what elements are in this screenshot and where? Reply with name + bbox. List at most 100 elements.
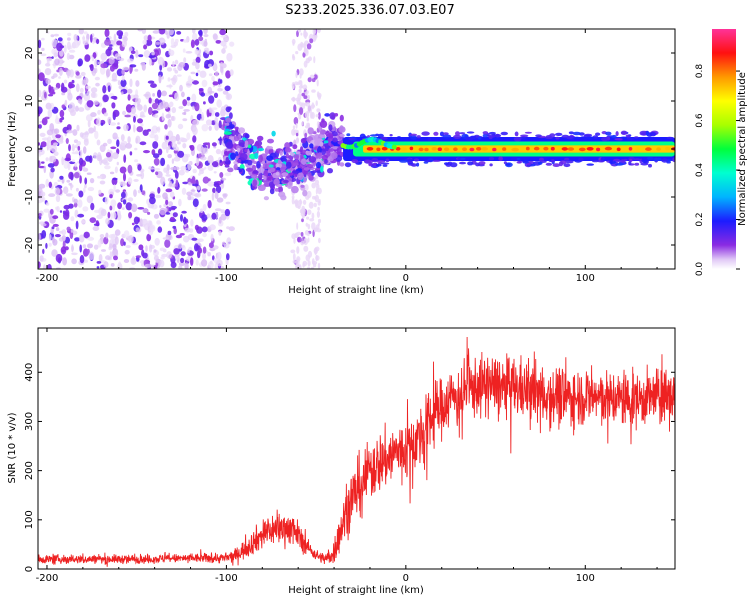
spectrogram-noise-mark — [41, 47, 45, 52]
spectrogram-noise-mark — [73, 34, 78, 42]
ridge-peak-mark — [596, 147, 601, 152]
spectrogram-transition-mark — [317, 152, 323, 160]
spectrogram-noise-mark — [75, 83, 80, 93]
spectrogram-noise-mark — [171, 158, 175, 164]
spectrogram-noise-mark — [83, 259, 89, 263]
spectrogram-noise-mark — [147, 128, 151, 132]
spectrogram-noise-mark — [220, 79, 223, 84]
spectrogram-noise-mark — [55, 195, 61, 203]
spectrogram-noise-mark — [208, 73, 213, 77]
spectrogram-noise-mark — [66, 226, 71, 232]
spectrogram-noise-mark — [75, 74, 82, 79]
spectrogram-noise-mark — [141, 29, 147, 34]
spectrogram-noise-mark — [201, 124, 209, 132]
spectrogram-noise-mark — [75, 105, 79, 112]
ridge-edge-mark — [478, 161, 486, 165]
ridge-edge-mark — [469, 135, 477, 139]
spectrogram-stripe-mark — [315, 255, 320, 261]
spectrogram-noise-mark — [52, 238, 58, 246]
spectrogram-noise-mark — [61, 235, 67, 242]
ridge-edge-mark — [564, 157, 570, 161]
spectrogram-noise-mark — [198, 173, 201, 176]
spectrogram-stripe-mark — [292, 54, 295, 59]
snr-ytick-label: 100 — [24, 510, 35, 529]
spectrogram-stripe-mark — [316, 228, 322, 233]
spectrogram-noise-mark — [152, 110, 159, 114]
ridge-edge-mark — [549, 133, 556, 138]
spectrogram-noise-mark — [114, 229, 121, 236]
spectrogram-noise-mark — [147, 80, 155, 84]
spectrogram-transition-mark — [227, 167, 234, 173]
spectrogram-noise-mark — [139, 141, 147, 146]
spectrogram-transition-mark — [324, 159, 328, 164]
spectrogram-noise-mark — [71, 252, 78, 256]
ridge-peak-mark — [550, 146, 555, 151]
spectrogram-noise-mark — [221, 241, 226, 246]
spectrogram-noise-mark — [88, 155, 93, 164]
spectrogram-noise-mark — [208, 125, 212, 131]
spectrogram-noise-mark — [228, 226, 235, 232]
snr-ylabel: SNR (10 * v/v) — [7, 412, 18, 483]
spectrogram-noise-mark — [105, 255, 111, 260]
spectrogram-noise-mark — [219, 172, 224, 178]
spectrogram-transition-mark — [263, 196, 269, 201]
spectrogram-noise-mark — [176, 31, 182, 35]
ridge-edge-mark — [646, 156, 654, 161]
spectrogram-stripe-mark — [295, 97, 301, 102]
spectrogram-stripe-mark — [292, 86, 295, 90]
spectrogram-noise-mark — [148, 167, 155, 170]
snr-background — [38, 328, 675, 569]
spectrogram-noise-mark — [55, 227, 60, 232]
spectrogram-noise-mark — [78, 190, 84, 198]
ridge-peak-mark — [366, 147, 374, 151]
spectrogram-noise-mark — [47, 109, 52, 117]
spectrogram-noise-mark — [58, 76, 61, 79]
spectrogram-noise-mark — [157, 126, 161, 133]
spectrogram-noise-mark — [45, 78, 51, 85]
spectrogram-noise-mark — [77, 98, 82, 104]
ridge-edge-mark — [543, 157, 548, 162]
ridge-edge-mark — [411, 163, 417, 167]
spectrogram-noise-mark — [157, 56, 164, 66]
spectrogram-stripe-mark — [306, 116, 309, 122]
spectrogram-transition-mark — [238, 168, 242, 173]
spectrogram-noise-mark — [174, 38, 179, 44]
spectrogram-transition-mark — [319, 120, 328, 128]
spectrogram-noise-mark — [83, 31, 88, 35]
spectrogram-noise-mark — [81, 79, 87, 86]
snr-xtick-label: -100 — [215, 573, 238, 584]
spectrogram-transition-mark — [244, 133, 250, 139]
spectrogram-noise-mark — [70, 109, 76, 117]
spectrogram-transition-mark — [300, 153, 304, 160]
spectrogram-stripe-mark — [293, 233, 299, 238]
spectrogram-noise-mark — [137, 29, 143, 32]
spectrogram-stripe-mark — [304, 111, 310, 118]
spectrogram-noise-mark — [157, 186, 161, 194]
snr-ytick-label: 0 — [24, 566, 35, 572]
spectrogram-noise-mark — [123, 172, 126, 182]
spectrogram-stripe-mark — [305, 194, 310, 200]
spectrogram-noise-mark — [226, 253, 230, 261]
spectrogram-noise-mark — [94, 130, 99, 140]
spectrogram-noise-mark — [158, 74, 162, 84]
spectrogram-noise-mark — [167, 118, 172, 128]
spectrogram-stripe-mark — [311, 89, 316, 93]
spectrogram-noise-mark — [102, 174, 107, 179]
spectrogram-noise-mark — [203, 47, 209, 53]
spectrogram-noise-mark — [139, 114, 146, 118]
spectrogram-noise-mark — [109, 243, 113, 249]
spectrogram-noise-mark — [110, 95, 118, 100]
spectrogram-noise-mark — [45, 242, 48, 249]
ridge-edge-mark — [413, 158, 420, 162]
spectrogram-transition-mark — [328, 142, 332, 146]
snr-axes: -200 -100 0 100 0 100 200 300 400 — [24, 328, 675, 584]
spectrogram-noise-mark — [170, 38, 175, 46]
spectrogram-noise-mark — [92, 226, 100, 231]
ridge-edge-mark — [348, 137, 356, 140]
spectrogram-transition-mark — [225, 106, 231, 113]
spectrogram-noise-mark — [53, 52, 58, 58]
spectrogram-noise-mark — [62, 257, 67, 266]
spectrogram-noise-mark — [207, 155, 214, 164]
ridge-edge-mark — [421, 131, 430, 136]
spectrogram-noise-mark — [51, 56, 54, 59]
